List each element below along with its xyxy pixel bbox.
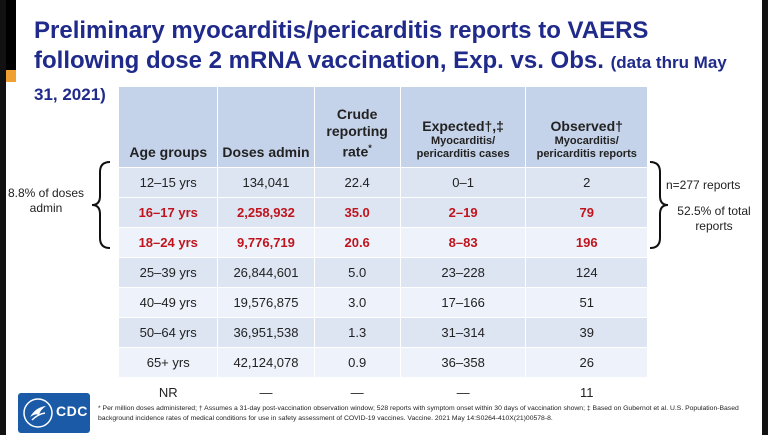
header-observed-label: Observed†: [550, 118, 623, 134]
cell-doses: 26,844,601: [217, 257, 315, 288]
table-row: 65+ yrs 42,124,078 0.9 36–358 26: [117, 347, 648, 378]
left-annotation: 8.8% of doses admin: [7, 186, 85, 215]
table-row: 16–17 yrs 2,258,932 35.0 2–19 79: [117, 197, 648, 228]
cell-rate: 0.9: [313, 347, 401, 378]
cell-age: 40–49 yrs: [117, 287, 219, 318]
table-row: NR — — — 11: [117, 377, 648, 408]
cell-doses: 36,951,538: [217, 317, 315, 348]
table-row: 12–15 yrs 134,041 22.4 0–1 2: [117, 167, 648, 198]
cell-rate: —: [313, 377, 401, 408]
cell-rate: 1.3: [313, 317, 401, 348]
header-rate: Crude reporting rate*: [313, 86, 401, 168]
slide-title: Preliminary myocarditis/pericarditis rep…: [34, 16, 754, 110]
cell-observed: 11: [525, 377, 648, 408]
cell-doses: 9,776,719: [217, 227, 315, 258]
cell-age: 16–17 yrs: [117, 197, 219, 228]
left-brace-icon: [91, 161, 111, 249]
cell-observed: 39: [525, 317, 648, 348]
cell-expected: 8–83: [399, 227, 527, 258]
right-annotation-reports: n=277 reports: [666, 178, 741, 192]
header-observed-sub: Myocarditis/ pericarditis reports: [536, 135, 637, 160]
cell-observed: 196: [525, 227, 648, 258]
cell-expected: —: [399, 377, 527, 408]
cell-observed: 79: [525, 197, 648, 228]
header-doses: Doses admin: [217, 86, 315, 168]
cell-rate: 22.4: [313, 167, 401, 198]
cell-observed: 2: [525, 167, 648, 198]
right-brace-icon: [649, 161, 669, 249]
cell-rate: 3.0: [313, 287, 401, 318]
cell-doses: 134,041: [217, 167, 315, 198]
cell-rate: 35.0: [313, 197, 401, 228]
table-row: 50–64 yrs 36,951,538 1.3 31–314 39: [117, 317, 648, 348]
cdc-logo-text: CDC: [56, 403, 88, 419]
cell-expected: 23–228: [399, 257, 527, 288]
cell-doses: 19,576,875: [217, 287, 315, 318]
cell-rate: 20.6: [313, 227, 401, 258]
header-expected-label: Expected†,‡: [422, 118, 504, 134]
header-observed: Observed† Myocarditis/ pericarditis repo…: [525, 86, 648, 168]
cell-observed: 26: [525, 347, 648, 378]
cell-age: 65+ yrs: [117, 347, 219, 378]
footnote: * Per million doses administered; † Assu…: [98, 405, 739, 422]
header-row: Age groups Doses admin Crude reporting r…: [117, 86, 648, 168]
header-rate-mark: *: [368, 143, 372, 154]
cell-doses: 42,124,078: [217, 347, 315, 378]
hhs-eagle-icon: [23, 398, 53, 428]
header-rate-label: Crude reporting rate: [326, 106, 388, 160]
cell-age: 25–39 yrs: [117, 257, 219, 288]
cell-expected: 36–358: [399, 347, 527, 378]
slide: Preliminary myocarditis/pericarditis rep…: [6, 0, 762, 435]
cell-rate: 5.0: [313, 257, 401, 288]
cell-doses: 2,258,932: [217, 197, 315, 228]
cell-observed: 124: [525, 257, 648, 288]
cell-age: 12–15 yrs: [117, 167, 219, 198]
cell-expected: 17–166: [399, 287, 527, 318]
cell-expected: 0–1: [399, 167, 527, 198]
right-annotation-percent: 52.5% of total reports: [677, 204, 751, 233]
header-expected: Expected†,‡ Myocarditis/ pericarditis ca…: [399, 86, 527, 168]
cell-expected: 31–314: [399, 317, 527, 348]
title-main: Preliminary myocarditis/pericarditis rep…: [34, 17, 649, 74]
cell-doses: —: [217, 377, 315, 408]
table-row: 40–49 yrs 19,576,875 3.0 17–166 51: [117, 287, 648, 318]
cell-expected: 2–19: [399, 197, 527, 228]
accent-gold: [6, 70, 16, 82]
cdc-logo: CDC: [18, 393, 90, 433]
cell-age: NR: [117, 377, 219, 408]
accent-bar: [6, 0, 16, 80]
header-expected-sub: Myocarditis/ pericarditis cases: [416, 135, 510, 160]
table-row: 25–39 yrs 26,844,601 5.0 23–228 124: [117, 257, 648, 288]
table-row: 18–24 yrs 9,776,719 20.6 8–83 196: [117, 227, 648, 258]
cell-age: 50–64 yrs: [117, 317, 219, 348]
title-sub: (data thru May 31, 2021): [34, 53, 727, 104]
cell-observed: 51: [525, 287, 648, 318]
header-age: Age groups: [117, 86, 219, 168]
data-table: Age groups Doses admin Crude reporting r…: [117, 86, 648, 408]
cell-age: 18–24 yrs: [117, 227, 219, 258]
